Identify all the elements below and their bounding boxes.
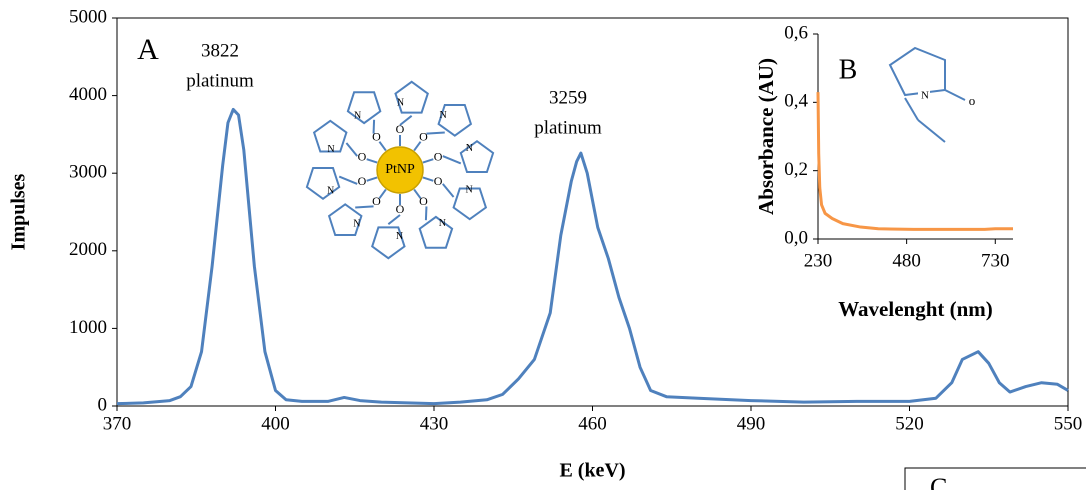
y-tick-label: 0,0 [784, 227, 808, 248]
bond [424, 206, 428, 221]
pyrrolidone-ring [327, 203, 363, 236]
y-tick-label: 0,4 [784, 91, 808, 112]
x-tick-label: 370 [103, 413, 132, 434]
bond [413, 141, 422, 152]
y-tick-label: 0 [98, 394, 108, 415]
x-tick-label: 460 [578, 413, 607, 434]
peak-annotation: 3259 [549, 87, 587, 108]
atom-label: N [440, 110, 447, 121]
atom-label: O [372, 194, 381, 208]
pyrrolidone-ring [452, 187, 488, 221]
x-tick-label: 520 [895, 413, 924, 434]
atom-label: O [434, 149, 443, 163]
pyrrolidone-ring [459, 139, 495, 173]
atom-label: N [353, 219, 360, 230]
x-tick-label: 730 [981, 250, 1010, 271]
atom-label: N [396, 231, 403, 242]
x-tick-label: 490 [737, 413, 766, 434]
atom-label: O [358, 149, 367, 163]
bond [366, 176, 378, 182]
pyrrolidone-ring [371, 226, 406, 260]
y-tick-label: 1000 [69, 317, 107, 338]
bond [387, 214, 401, 225]
x-tick-label: 480 [892, 250, 921, 271]
bond [366, 158, 378, 164]
atom-label: N [921, 90, 929, 102]
y-tick-label: 0,6 [784, 22, 808, 43]
atom-label: N [354, 110, 361, 121]
panel-c-label: C [930, 473, 947, 490]
bond [413, 188, 422, 199]
nanoparticle [376, 146, 424, 194]
atom-label: N [466, 143, 473, 154]
panel-c-box [904, 467, 1086, 490]
atom-label: N [327, 144, 334, 155]
atom-label: N [439, 218, 446, 229]
x-tick-label: 230 [804, 250, 833, 271]
y-tick-label: 3000 [69, 162, 107, 183]
atom-label: N [465, 185, 472, 196]
y-tick-label: 4000 [69, 84, 107, 105]
monomer-ring [888, 46, 946, 97]
bond [372, 119, 376, 134]
pyrrolidone-ring [312, 119, 348, 153]
peak-annotation: 3822 [201, 40, 239, 61]
pyrrolidone-ring [346, 91, 382, 125]
bond [378, 188, 387, 199]
atom-label: N [397, 97, 404, 108]
atom-label: O [419, 194, 428, 208]
atom-label: O [358, 174, 367, 188]
pyrrolidone-ring [394, 80, 429, 114]
label-bg [918, 88, 930, 102]
atom-label: o [969, 93, 976, 108]
pyrrolidone-ring [437, 104, 473, 137]
core-label: PtNP [385, 162, 415, 177]
atom-label: O [396, 122, 405, 136]
atom-label: N [327, 185, 334, 196]
atom-label: O [372, 129, 381, 143]
y-tick-label: 0,2 [784, 159, 808, 180]
pyrrolidone-ring [418, 215, 454, 249]
bond [426, 131, 445, 135]
bond [338, 175, 358, 185]
x-axis-title: E (keV) [559, 460, 625, 482]
plot-frame [116, 17, 1069, 407]
peak-annotation: platinum [534, 117, 602, 138]
y-axis-title: Absorbance (AU) [754, 58, 778, 215]
y-tick-label: 5000 [69, 6, 107, 27]
atom-label: O [396, 202, 405, 216]
bond [442, 183, 455, 198]
bond [378, 141, 387, 152]
bond [355, 205, 374, 209]
pyrrolidone-ring [305, 167, 341, 201]
y-axis-title: Impulses [8, 173, 30, 250]
x-tick-label: 550 [1054, 413, 1083, 434]
atom-label: O [419, 129, 428, 143]
bond [345, 142, 358, 157]
x-axis-title: Wavelenght (nm) [838, 297, 993, 321]
bond [422, 158, 434, 164]
panel-label: B [839, 54, 858, 85]
bond [904, 97, 919, 121]
data-line [816, 92, 1013, 231]
y-tick-label: 2000 [69, 239, 107, 260]
bond [917, 119, 946, 143]
bond [944, 89, 966, 101]
data-line [116, 107, 1069, 406]
peak-annotation: platinum [186, 70, 254, 91]
panel-label: A [137, 33, 159, 66]
bond [422, 176, 434, 182]
x-tick-label: 400 [261, 413, 290, 434]
x-tick-label: 430 [420, 413, 449, 434]
bond [442, 155, 462, 165]
atom-label: O [434, 174, 443, 188]
bond [399, 115, 413, 126]
